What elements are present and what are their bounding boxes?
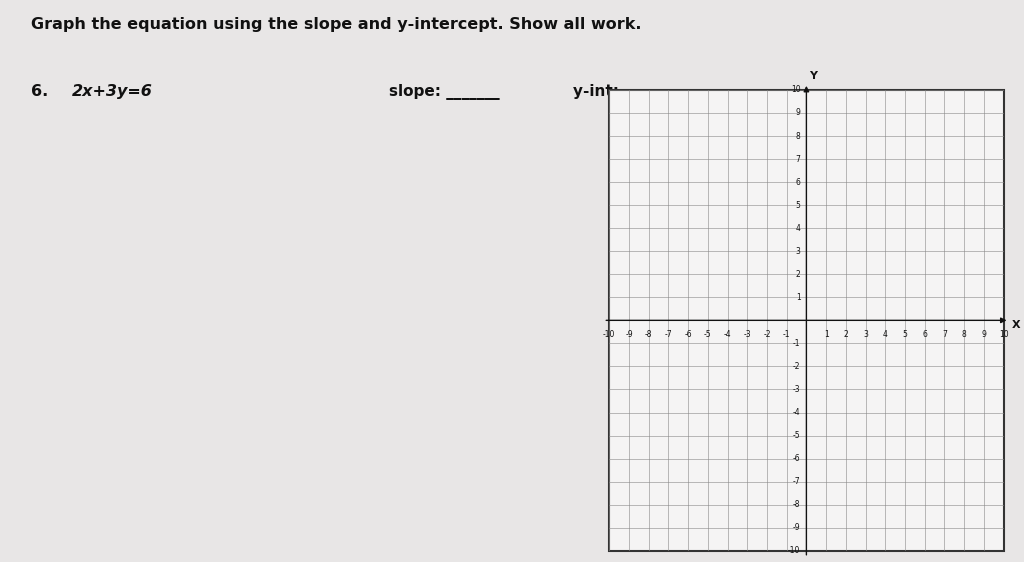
Text: 8: 8	[962, 329, 967, 338]
Text: -9: -9	[626, 329, 633, 338]
Text: -1: -1	[793, 339, 801, 348]
Text: 4: 4	[883, 329, 888, 338]
Text: 9: 9	[981, 329, 986, 338]
Text: 4: 4	[796, 224, 801, 233]
Text: -5: -5	[793, 431, 801, 440]
Text: 8: 8	[796, 132, 801, 140]
Text: X: X	[1012, 320, 1020, 330]
Text: 7: 7	[942, 329, 947, 338]
Text: -7: -7	[793, 477, 801, 486]
Text: 7: 7	[796, 155, 801, 164]
Text: 5: 5	[796, 201, 801, 210]
Text: -3: -3	[793, 385, 801, 394]
Text: -8: -8	[793, 500, 801, 509]
Text: Y: Y	[809, 71, 817, 81]
Text: slope: _______: slope: _______	[389, 84, 500, 100]
Text: y-int: _________: y-int: _________	[573, 84, 693, 100]
Text: Graph the equation using the slope and y-intercept. Show all work.: Graph the equation using the slope and y…	[31, 17, 641, 32]
Text: 2x+3y=6: 2x+3y=6	[72, 84, 153, 99]
Text: -10: -10	[788, 546, 801, 555]
Text: -5: -5	[705, 329, 712, 338]
Text: 6: 6	[923, 329, 927, 338]
Text: 3: 3	[796, 247, 801, 256]
Text: -4: -4	[724, 329, 731, 338]
Text: -6: -6	[793, 454, 801, 463]
Text: -7: -7	[665, 329, 672, 338]
Text: 2: 2	[796, 270, 801, 279]
Text: 2: 2	[844, 329, 848, 338]
Text: -1: -1	[783, 329, 791, 338]
Text: 3: 3	[863, 329, 868, 338]
Text: 9: 9	[796, 108, 801, 117]
Text: 1: 1	[823, 329, 828, 338]
Text: 10: 10	[791, 85, 801, 94]
Text: -9: -9	[793, 523, 801, 532]
Text: 1: 1	[796, 293, 801, 302]
Text: -2: -2	[763, 329, 771, 338]
Text: 6.: 6.	[31, 84, 48, 99]
Text: 10: 10	[998, 329, 1009, 338]
Text: 6: 6	[796, 178, 801, 187]
Text: -10: -10	[603, 329, 615, 338]
Text: 5: 5	[902, 329, 907, 338]
Text: -6: -6	[684, 329, 692, 338]
Text: -3: -3	[743, 329, 751, 338]
Text: -2: -2	[793, 362, 801, 371]
Text: -8: -8	[645, 329, 652, 338]
Text: -4: -4	[793, 408, 801, 417]
